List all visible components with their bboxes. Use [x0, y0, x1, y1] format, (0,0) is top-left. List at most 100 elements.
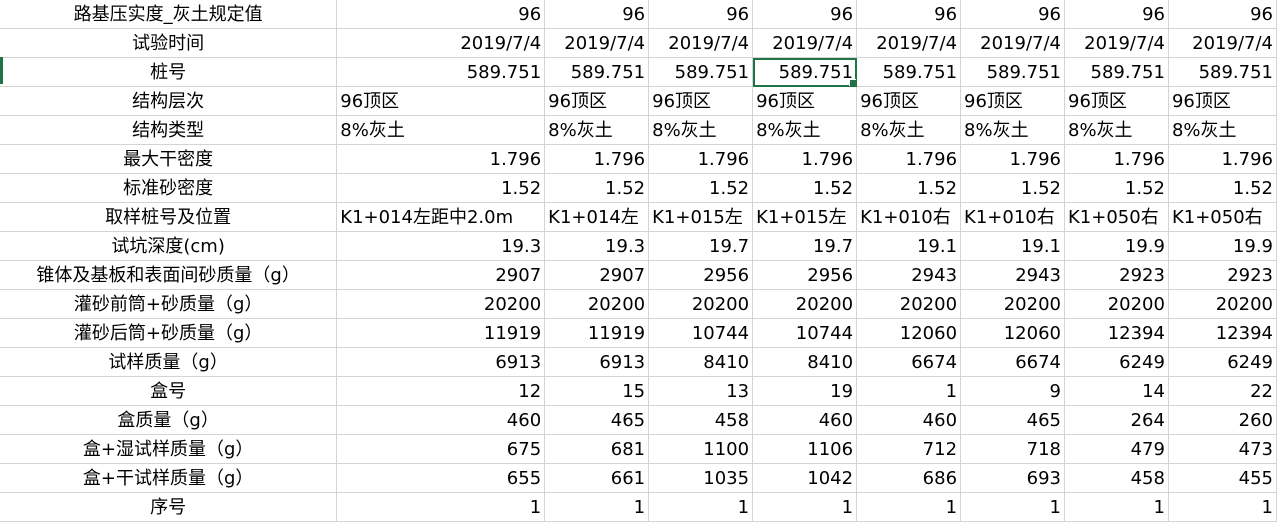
fill-handle[interactable]: [849, 79, 856, 86]
cell[interactable]: K1+010右: [960, 202, 1065, 232]
row-label-cell[interactable]: 盒+干试样质量（g）: [0, 463, 338, 493]
cell[interactable]: 20200: [856, 289, 962, 319]
cell[interactable]: 1.52: [960, 173, 1065, 203]
cell[interactable]: 1.796: [544, 144, 650, 174]
cell[interactable]: 2923: [1168, 260, 1277, 290]
cell[interactable]: K1+010右: [856, 202, 962, 232]
row-label-cell[interactable]: 取样桩号及位置: [0, 202, 338, 232]
cell[interactable]: 465: [544, 405, 650, 435]
row-label-cell[interactable]: 结构层次: [0, 86, 338, 116]
cell[interactable]: K1+015左: [752, 202, 858, 232]
cell[interactable]: 1.796: [960, 144, 1065, 174]
cell[interactable]: 96: [1064, 0, 1169, 29]
cell[interactable]: 1.52: [752, 173, 858, 203]
cell[interactable]: 8%灰土: [856, 115, 962, 145]
cell[interactable]: 12060: [856, 318, 962, 348]
cell[interactable]: K1+014左: [544, 202, 650, 232]
cell[interactable]: 1.52: [856, 173, 962, 203]
cell[interactable]: 12: [336, 376, 546, 406]
cell[interactable]: 1106: [752, 434, 858, 464]
cell[interactable]: 460: [856, 405, 962, 435]
row-label-cell[interactable]: 桩号: [0, 57, 338, 87]
cell[interactable]: 96顶区: [648, 86, 754, 116]
cell[interactable]: 2019/7/4: [752, 28, 858, 58]
cell[interactable]: 2923: [1064, 260, 1169, 290]
row-label-cell[interactable]: 盒质量（g）: [0, 405, 338, 435]
row-label-cell[interactable]: 序号: [0, 492, 338, 522]
row-label-cell[interactable]: 盒+湿试样质量（g）: [0, 434, 338, 464]
cell[interactable]: 1035: [648, 463, 754, 493]
cell[interactable]: 718: [960, 434, 1065, 464]
cell[interactable]: 20200: [1168, 289, 1277, 319]
cell[interactable]: 1.52: [544, 173, 650, 203]
row-label-cell[interactable]: 锥体及基板和表面间砂质量（g）: [0, 260, 338, 290]
cell[interactable]: 1.796: [648, 144, 754, 174]
cell[interactable]: 11919: [336, 318, 546, 348]
cell[interactable]: 96: [752, 0, 858, 29]
row-label-cell[interactable]: 最大干密度: [0, 144, 338, 174]
cell[interactable]: 96顶区: [1168, 86, 1277, 116]
row-label-cell[interactable]: 灌砂后筒+砂质量（g）: [0, 318, 338, 348]
cell[interactable]: 8%灰土: [336, 115, 546, 145]
cell[interactable]: 2019/7/4: [1168, 28, 1277, 58]
cell[interactable]: 473: [1168, 434, 1277, 464]
cell[interactable]: 12060: [960, 318, 1065, 348]
cell[interactable]: K1+014左距中2.0m: [336, 202, 546, 232]
cell[interactable]: 681: [544, 434, 650, 464]
cell[interactable]: 458: [648, 405, 754, 435]
cell[interactable]: 1: [752, 492, 858, 522]
cell[interactable]: 96: [960, 0, 1065, 29]
cell[interactable]: 6249: [1064, 347, 1169, 377]
cell[interactable]: 2907: [336, 260, 546, 290]
cell[interactable]: 6674: [960, 347, 1065, 377]
row-label-cell[interactable]: 盒号: [0, 376, 338, 406]
cell[interactable]: K1+050右: [1064, 202, 1169, 232]
cell[interactable]: 2943: [856, 260, 962, 290]
cell[interactable]: 1: [856, 376, 962, 406]
cell[interactable]: K1+015左: [648, 202, 754, 232]
cell[interactable]: 20200: [1064, 289, 1169, 319]
cell[interactable]: 675: [336, 434, 546, 464]
row-label-cell[interactable]: 结构类型: [0, 115, 338, 145]
cell[interactable]: 1.52: [336, 173, 546, 203]
cell[interactable]: 2019/7/4: [336, 28, 546, 58]
cell[interactable]: 1042: [752, 463, 858, 493]
row-label-cell[interactable]: 路基压实度_灰土规定值: [0, 0, 338, 29]
cell[interactable]: 1.796: [752, 144, 858, 174]
cell[interactable]: 96顶区: [336, 86, 546, 116]
cell[interactable]: 8410: [648, 347, 754, 377]
cell[interactable]: 589.751: [544, 57, 650, 87]
cell[interactable]: 96顶区: [544, 86, 650, 116]
cell[interactable]: 1100: [648, 434, 754, 464]
cell[interactable]: 460: [752, 405, 858, 435]
cell[interactable]: 10744: [752, 318, 858, 348]
cell[interactable]: 1.796: [1168, 144, 1277, 174]
selected-cell[interactable]: 589.751: [752, 57, 858, 87]
cell[interactable]: 96顶区: [752, 86, 858, 116]
cell[interactable]: 8%灰土: [752, 115, 858, 145]
cell[interactable]: 2956: [648, 260, 754, 290]
cell[interactable]: 1.796: [856, 144, 962, 174]
cell[interactable]: 1.796: [1064, 144, 1169, 174]
cell[interactable]: 264: [1064, 405, 1169, 435]
cell[interactable]: 460: [336, 405, 546, 435]
cell[interactable]: 2943: [960, 260, 1065, 290]
cell[interactable]: 1: [544, 492, 650, 522]
cell[interactable]: 1: [960, 492, 1065, 522]
cell[interactable]: 19.9: [1064, 231, 1169, 261]
cell[interactable]: 2019/7/4: [960, 28, 1065, 58]
cell[interactable]: 14: [1064, 376, 1169, 406]
cell[interactable]: 9: [960, 376, 1065, 406]
cell[interactable]: 655: [336, 463, 546, 493]
cell[interactable]: 19.7: [648, 231, 754, 261]
cell[interactable]: 13: [648, 376, 754, 406]
cell[interactable]: 589.751: [1168, 57, 1277, 87]
cell[interactable]: 12394: [1168, 318, 1277, 348]
cell[interactable]: 20200: [336, 289, 546, 319]
cell[interactable]: 6249: [1168, 347, 1277, 377]
cell[interactable]: 11919: [544, 318, 650, 348]
cell[interactable]: 1: [856, 492, 962, 522]
cell[interactable]: 589.751: [1064, 57, 1169, 87]
cell[interactable]: 589.751: [960, 57, 1065, 87]
cell[interactable]: 20200: [960, 289, 1065, 319]
